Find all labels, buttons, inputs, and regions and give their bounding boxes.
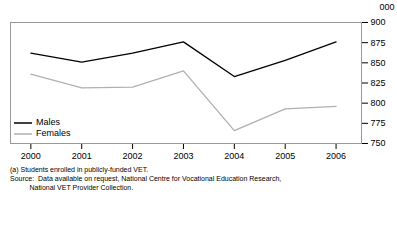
svg-text:2005: 2005	[275, 151, 295, 161]
html-text:Females: Females	[36, 128, 71, 138]
html-text:National VET Provider Collecti: National VET Provider Collection.	[10, 184, 134, 191]
svg-text:2000: 2000	[21, 151, 41, 161]
svg-text:775: 775	[371, 118, 386, 128]
svg-text:825: 825	[371, 78, 386, 88]
svg-text:750: 750	[371, 138, 386, 148]
svg-text:2002: 2002	[123, 151, 143, 161]
html-text:(a) Students enrolled in publi: (a) Students enrolled in publicly-funded…	[10, 166, 149, 173]
html-text:Source: Data available on requ: Source: Data available on request, Natio…	[10, 175, 282, 182]
svg-text:800: 800	[371, 98, 386, 108]
svg-text:2004: 2004	[224, 151, 244, 161]
html-text:Males: Males	[36, 117, 60, 127]
svg-text:2003: 2003	[173, 151, 193, 161]
svg-text:875: 875	[371, 38, 386, 48]
svg-text:850: 850	[371, 58, 386, 68]
svg-text:000: 000	[379, 2, 394, 12]
svg-text:2006: 2006	[326, 151, 346, 161]
svg-text:900: 900	[371, 17, 386, 27]
svg-text:2001: 2001	[72, 151, 92, 161]
